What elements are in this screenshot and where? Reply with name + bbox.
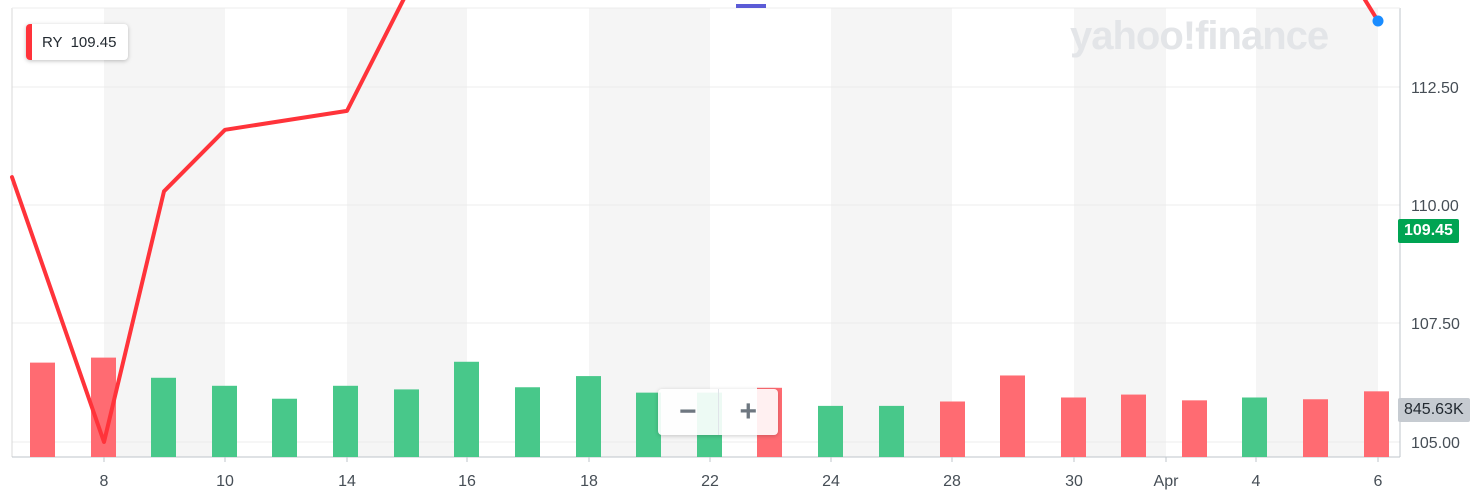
volume-bar bbox=[1121, 394, 1146, 457]
volume-bar bbox=[940, 401, 965, 457]
week-shade-1 bbox=[347, 8, 467, 457]
x-tick-label: 22 bbox=[701, 473, 719, 490]
x-tick-label: 14 bbox=[338, 473, 356, 490]
zoom-in-button[interactable]: + bbox=[717, 389, 779, 435]
volume-bar bbox=[212, 385, 237, 457]
y-tick-label: 107.50 bbox=[1411, 316, 1460, 333]
volume-bar bbox=[333, 385, 358, 457]
x-tick-label: 18 bbox=[580, 473, 598, 490]
volume-bar bbox=[151, 377, 176, 457]
volume-bar bbox=[636, 392, 661, 457]
week-shade-4 bbox=[1074, 8, 1166, 457]
legend-value: 109.45 bbox=[70, 33, 117, 51]
volume-bar bbox=[272, 398, 297, 457]
x-tick-label: 8 bbox=[100, 473, 109, 490]
volume-bar bbox=[576, 376, 601, 457]
y-tick-label: 112.50 bbox=[1411, 80, 1459, 97]
y-tick-label: 105.00 bbox=[1411, 435, 1460, 452]
x-tick-label: 6 bbox=[1374, 473, 1383, 490]
x-tick-label: 28 bbox=[943, 473, 961, 490]
x-tick-label: 16 bbox=[458, 473, 476, 490]
volume-bar bbox=[30, 362, 55, 457]
volume-bar bbox=[454, 361, 479, 457]
price-line bbox=[10, 0, 1380, 444]
last-price-tag: 109.45 bbox=[1398, 219, 1459, 243]
legend-symbol: RY bbox=[42, 33, 63, 51]
volume-bar bbox=[394, 389, 419, 457]
week-shade-2 bbox=[589, 8, 710, 457]
zoom-controls: − + bbox=[658, 389, 778, 435]
volume-bar bbox=[1364, 391, 1389, 457]
volume-bar bbox=[1000, 375, 1025, 457]
week-shade-3 bbox=[831, 8, 952, 457]
legend-box[interactable]: RY 109.45 bbox=[26, 24, 129, 60]
volume-bar bbox=[515, 387, 540, 457]
volume-bar bbox=[879, 405, 904, 457]
volume-bar bbox=[1303, 399, 1328, 457]
x-tick-label: Apr bbox=[1154, 473, 1180, 490]
x-tick-label: 24 bbox=[822, 473, 840, 490]
x-tick-label: 4 bbox=[1252, 473, 1261, 490]
volume-tag: 845.63K bbox=[1398, 398, 1470, 422]
volume-bar bbox=[1061, 397, 1086, 457]
y-tick-label: 110.00 bbox=[1411, 198, 1459, 215]
x-tick-label: 10 bbox=[216, 473, 234, 490]
volume-bar bbox=[1242, 397, 1267, 457]
last-point-marker bbox=[1372, 15, 1384, 27]
zoom-out-button[interactable]: − bbox=[678, 395, 697, 428]
legend-color-swatch bbox=[26, 24, 32, 60]
volume-bar bbox=[1182, 400, 1207, 457]
x-tick-label: 30 bbox=[1065, 473, 1083, 490]
week-shade-5 bbox=[1256, 8, 1378, 457]
range-indicator bbox=[736, 4, 766, 8]
volume-bar bbox=[818, 405, 843, 457]
yahoo-finance-watermark: yahoo!finance bbox=[1070, 14, 1329, 58]
